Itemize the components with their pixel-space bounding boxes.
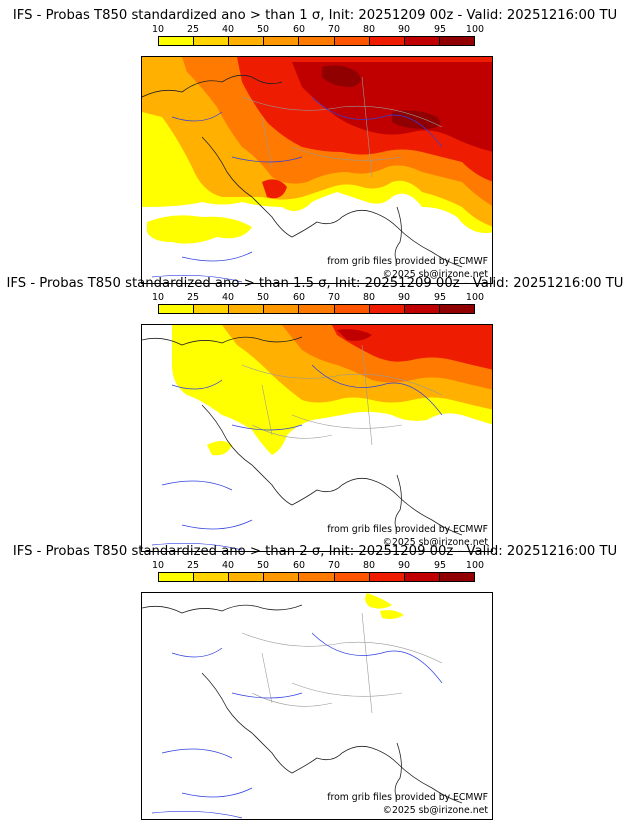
colorbar-swatch bbox=[334, 573, 370, 581]
map-area: from grib files provided by ECMWF ©2025 … bbox=[141, 56, 493, 284]
copyright-credit: ©2025 sb@irizone.net bbox=[382, 269, 488, 280]
probability-map bbox=[142, 57, 492, 283]
copyright-credit: ©2025 sb@irizone.net bbox=[382, 537, 488, 548]
colorbar-label: 50 bbox=[256, 560, 270, 571]
colorbar-swatch bbox=[369, 573, 405, 581]
colorbar-swatch bbox=[439, 573, 474, 581]
colorbar-label: 100 bbox=[465, 24, 485, 35]
panel-title: IFS - Probas T850 standardized ano > tha… bbox=[12, 544, 618, 559]
colorbar-swatch bbox=[159, 37, 195, 45]
colorbar-label: 25 bbox=[186, 24, 200, 35]
colorbar-swatch bbox=[229, 37, 265, 45]
colorbar: 10 25 40 50 60 70 80 90 95 100 bbox=[152, 24, 484, 52]
colorbar-label: 80 bbox=[362, 292, 376, 303]
colorbar-label: 90 bbox=[397, 560, 411, 571]
data-source-credit: from grib files provided by ECMWF bbox=[327, 524, 488, 535]
colorbar-swatch bbox=[194, 37, 230, 45]
copyright-credit: ©2025 sb@irizone.net bbox=[382, 805, 488, 816]
colorbar-label: 60 bbox=[292, 24, 306, 35]
panel-title: IFS - Probas T850 standardized ano > tha… bbox=[12, 8, 618, 23]
colorbar-swatch bbox=[334, 37, 370, 45]
colorbar-label: 90 bbox=[397, 24, 411, 35]
colorbar-swatches bbox=[158, 36, 475, 46]
colorbar-label: 80 bbox=[362, 24, 376, 35]
map-panel-2: IFS - Probas T850 standardized ano > tha… bbox=[0, 276, 630, 552]
colorbar-swatch bbox=[299, 305, 335, 313]
colorbar-label: 70 bbox=[327, 292, 341, 303]
colorbar-label: 95 bbox=[433, 560, 447, 571]
data-source-credit: from grib files provided by ECMWF bbox=[327, 792, 488, 803]
colorbar-label: 40 bbox=[221, 24, 235, 35]
colorbar-label: 60 bbox=[292, 560, 306, 571]
colorbar-swatch bbox=[159, 573, 195, 581]
colorbar-label: 50 bbox=[256, 292, 270, 303]
colorbar-swatches bbox=[158, 572, 475, 582]
colorbar-swatch bbox=[264, 305, 300, 313]
colorbar-swatch bbox=[299, 37, 335, 45]
probability-map bbox=[142, 593, 463, 819]
map-panel-1: IFS - Probas T850 standardized ano > tha… bbox=[0, 8, 630, 284]
colorbar-swatch bbox=[159, 305, 195, 313]
colorbar-swatch bbox=[439, 37, 474, 45]
colorbar-label: 95 bbox=[433, 292, 447, 303]
probability-map bbox=[142, 325, 492, 551]
colorbar-swatches bbox=[158, 304, 475, 314]
colorbar-label: 80 bbox=[362, 560, 376, 571]
map-area: from grib files provided by ECMWF ©2025 … bbox=[141, 324, 493, 552]
colorbar-swatch bbox=[404, 305, 440, 313]
colorbar: 10 25 40 50 60 70 80 90 95 100 bbox=[152, 560, 484, 588]
colorbar: 10 25 40 50 60 70 80 90 95 100 bbox=[152, 292, 484, 320]
colorbar-label: 10 bbox=[151, 292, 165, 303]
colorbar-label: 70 bbox=[327, 560, 341, 571]
colorbar-swatch bbox=[194, 573, 230, 581]
colorbar-swatch bbox=[369, 305, 405, 313]
colorbar-swatch bbox=[404, 573, 440, 581]
colorbar-swatch bbox=[229, 573, 265, 581]
colorbar-label: 100 bbox=[465, 292, 485, 303]
colorbar-swatch bbox=[264, 573, 300, 581]
colorbar-swatch bbox=[334, 305, 370, 313]
map-panel-3: IFS - Probas T850 standardized ano > tha… bbox=[0, 544, 630, 820]
colorbar-label: 100 bbox=[465, 560, 485, 571]
colorbar-label: 10 bbox=[151, 24, 165, 35]
data-source-credit: from grib files provided by ECMWF bbox=[327, 256, 488, 267]
colorbar-label: 90 bbox=[397, 292, 411, 303]
colorbar-label: 40 bbox=[221, 560, 235, 571]
colorbar-swatch bbox=[439, 305, 474, 313]
colorbar-label: 60 bbox=[292, 292, 306, 303]
colorbar-label: 95 bbox=[433, 24, 447, 35]
colorbar-swatch bbox=[299, 573, 335, 581]
colorbar-label: 40 bbox=[221, 292, 235, 303]
colorbar-label: 70 bbox=[327, 24, 341, 35]
colorbar-label: 25 bbox=[186, 292, 200, 303]
colorbar-swatch bbox=[229, 305, 265, 313]
panel-title: IFS - Probas T850 standardized ano > tha… bbox=[6, 276, 624, 291]
colorbar-swatch bbox=[264, 37, 300, 45]
colorbar-label: 50 bbox=[256, 24, 270, 35]
map-area: from grib files provided by ECMWF ©2025 … bbox=[141, 592, 493, 820]
colorbar-label: 25 bbox=[186, 560, 200, 571]
colorbar-label: 10 bbox=[151, 560, 165, 571]
colorbar-swatch bbox=[404, 37, 440, 45]
colorbar-swatch bbox=[194, 305, 230, 313]
colorbar-swatch bbox=[369, 37, 405, 45]
